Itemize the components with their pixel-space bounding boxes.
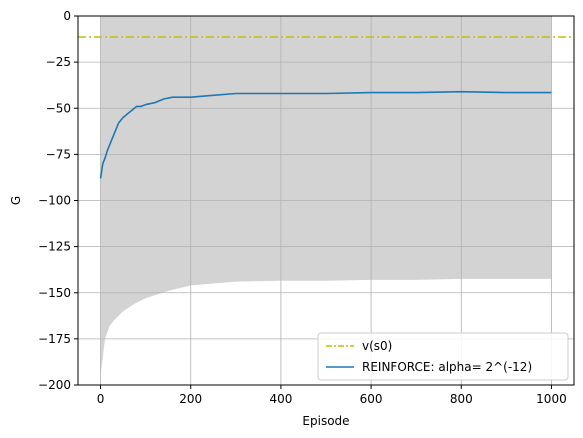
legend-label-reinforce: REINFORCE: alpha= 2^(-12) [362, 360, 532, 374]
y-tick-label: −200 [38, 378, 71, 392]
y-tick-label: −175 [38, 332, 71, 346]
series-line-reinforce [99, 90, 552, 179]
plot-area [77, 15, 575, 386]
y-tick-label: −100 [38, 194, 71, 208]
x-tick-label: 200 [179, 392, 202, 406]
x-tick-label: 800 [450, 392, 473, 406]
y-axis-label: G [9, 196, 23, 205]
y-tick-label: 0 [63, 9, 71, 23]
x-axis-ticks: 0 200 400 600 800 1000 [97, 385, 567, 406]
std-band [100, 16, 552, 376]
y-tick-label: −75 [46, 147, 71, 161]
std-band-layer [100, 16, 552, 376]
y-axis-ticks: −200 −175 −150 −125 −100 −75 −50 −25 0 [38, 9, 78, 392]
x-tick-label: 400 [269, 392, 292, 406]
y-tick-label: −25 [46, 55, 71, 69]
x-axis-label: Episode [302, 414, 349, 428]
y-tick-label: −150 [38, 286, 71, 300]
x-tick-label: 600 [360, 392, 383, 406]
legend-label-v-s0: v(s0) [362, 339, 392, 353]
y-tick-label: −50 [46, 101, 71, 115]
legend: v(s0) REINFORCE: alpha= 2^(-12) [317, 332, 569, 381]
series-layer [78, 36, 574, 179]
legend-box [317, 332, 569, 381]
x-tick-label: 1000 [536, 392, 567, 406]
x-tick-label: 0 [97, 392, 105, 406]
y-tick-label: −125 [38, 240, 71, 254]
